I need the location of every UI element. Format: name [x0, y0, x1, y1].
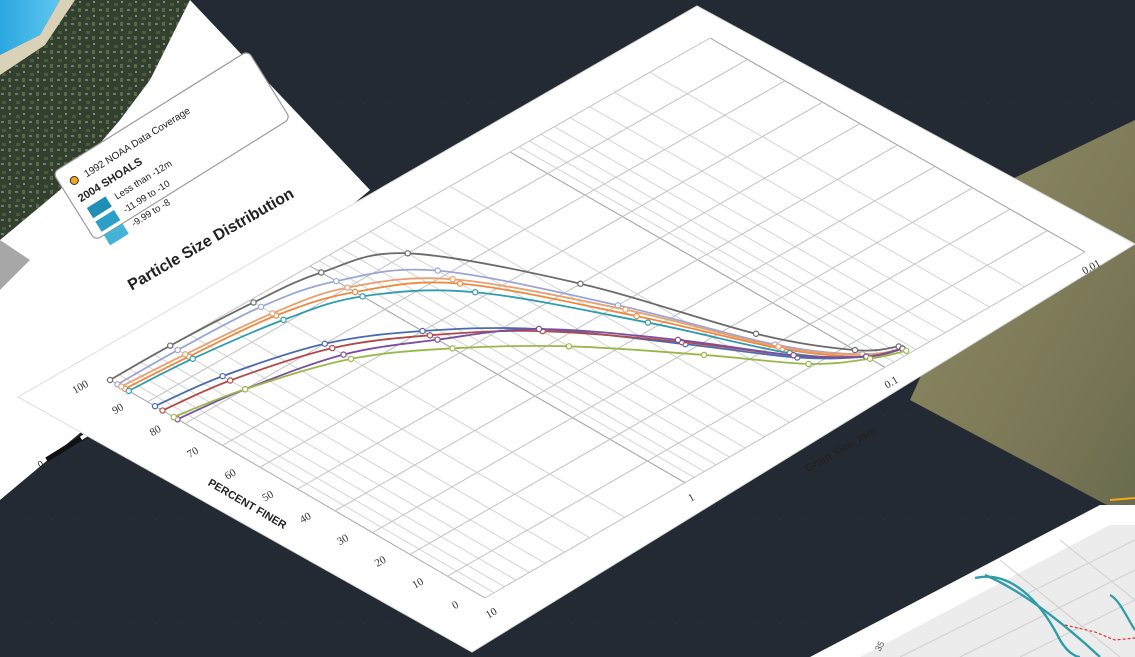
series-line-0: [109, 252, 899, 381]
series-line-2: [124, 281, 903, 390]
y-grid-line-80: [184, 80, 786, 425]
series-3-point-5: [622, 306, 629, 313]
y-grid-line-20: [409, 208, 1011, 555]
series-0-point-6: [752, 330, 760, 337]
series-3-point-6: [775, 343, 782, 350]
y-grid-line-50: [297, 144, 898, 490]
series-8-point-8: [903, 347, 910, 354]
y-grid-line-70: [222, 101, 823, 446]
series-0-point-0: [106, 376, 114, 384]
series-7-point-6: [790, 352, 797, 359]
series-2-point-3: [351, 288, 359, 296]
series-8-point-2: [347, 355, 355, 363]
series-0-point-1: [167, 342, 174, 349]
series-4-point-4: [472, 289, 479, 296]
series-5-point-3: [419, 327, 426, 335]
series-2-point-4: [457, 280, 464, 287]
series-3-point-2: [269, 310, 276, 317]
y-grid-line-100: [109, 37, 711, 381]
series-6-point-0: [159, 407, 166, 414]
series-4-point-5: [644, 319, 652, 326]
series-8-point-7: [866, 355, 874, 362]
series-0-point-3: [318, 269, 325, 276]
series-8-point-6: [805, 360, 812, 368]
series-4-point-0: [125, 387, 132, 395]
series-8-point-5: [700, 351, 708, 359]
series-5-point-1: [219, 372, 226, 380]
series-3-point-0: [118, 383, 125, 390]
y-tick-label-0: 0: [450, 599, 461, 612]
series-line-3: [120, 277, 903, 388]
series-6-point-1: [227, 377, 234, 384]
series-7-point-4: [535, 325, 543, 333]
series-4-point-3: [359, 293, 366, 300]
series-1-point-1: [174, 346, 181, 354]
series-3-point-3: [344, 284, 351, 291]
series-1-point-2: [257, 303, 265, 311]
series-8-point-3: [449, 345, 456, 352]
series-2-point-5: [633, 312, 640, 320]
series-line-8: [173, 344, 907, 418]
y-grid-line-30: [372, 187, 973, 534]
series-0-point-5: [577, 280, 584, 287]
series-7-point-3: [434, 336, 441, 343]
series-3-point-1: [182, 351, 189, 358]
series-line-1: [117, 268, 903, 386]
y-grid-line-90: [147, 58, 748, 403]
series-4-point-2: [280, 316, 287, 324]
series-8-point-1: [242, 386, 249, 393]
series-7-point-2: [340, 351, 347, 358]
series-0-point-4: [404, 250, 411, 257]
chart-series: [106, 250, 910, 423]
x-tick-label-1: 1: [686, 491, 697, 504]
series-5-point-2: [321, 340, 328, 347]
series-5-point-0: [151, 402, 159, 410]
y-grid-line-10: [447, 230, 1048, 577]
series-1-point-3: [333, 277, 340, 285]
chart-grid: [109, 37, 1086, 599]
y-grid-line-0: [484, 251, 1086, 599]
series-1-point-4: [434, 267, 441, 274]
series-8-point-0: [170, 413, 177, 421]
series-0-point-7: [851, 346, 859, 354]
series-6-point-2: [329, 344, 336, 352]
x-tick-label-0.1: 0.1: [883, 374, 901, 391]
series-6-point-3: [426, 332, 434, 339]
series-8-point-4: [565, 343, 573, 350]
series-0-point-2: [250, 299, 257, 306]
series-4-point-1: [189, 355, 196, 362]
series-7-point-5: [674, 336, 682, 344]
series-3-point-4: [449, 276, 456, 283]
